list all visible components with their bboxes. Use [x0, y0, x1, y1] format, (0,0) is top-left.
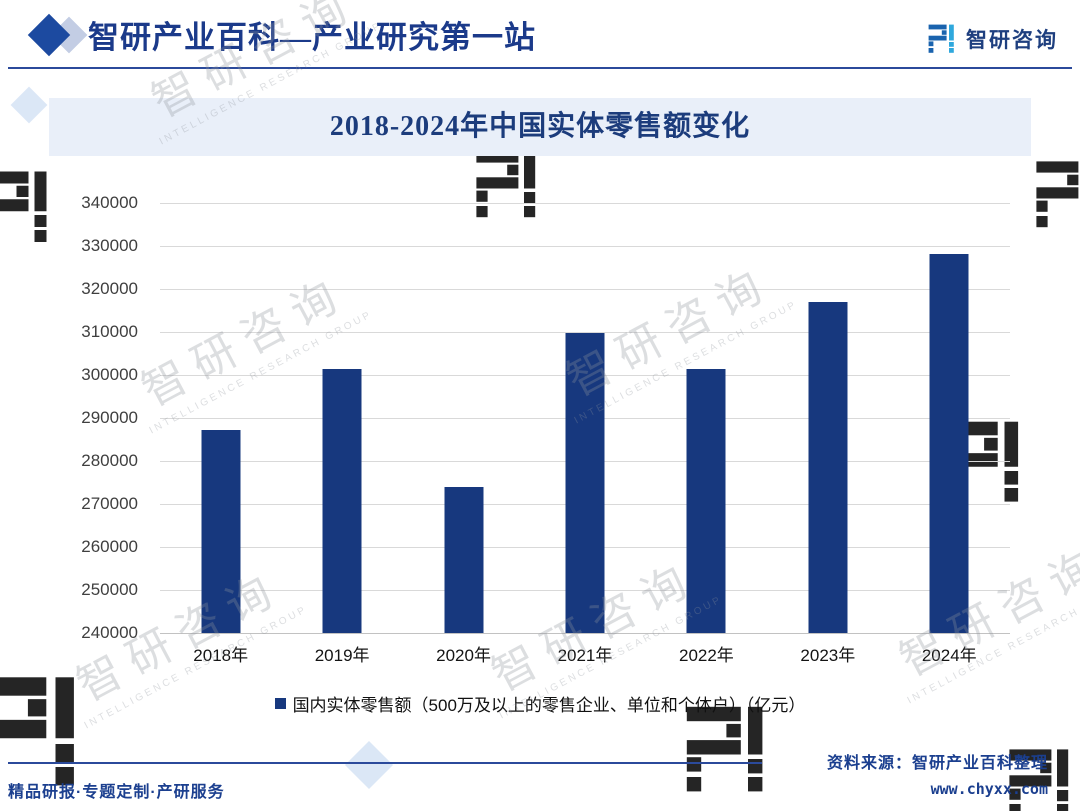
y-tick-label: 240000: [81, 623, 138, 642]
y-tick-label: 310000: [81, 322, 138, 341]
brand-diamond-icon: [27, 13, 96, 58]
y-tick-label: 300000: [81, 365, 138, 384]
x-tick-label: 2023年: [800, 646, 856, 665]
x-tick-label: 2020年: [436, 646, 491, 665]
brand-title: 智研产业百科—产业研究第一站: [88, 20, 536, 55]
footer-rule: [8, 762, 762, 764]
zhiyan-logo-icon: [928, 24, 954, 53]
bar-2023年: [808, 302, 848, 633]
bar-slot: [767, 203, 888, 633]
watermark-diamond: [10, 86, 48, 124]
gridline: [160, 246, 1010, 247]
legend-marker: [274, 698, 286, 709]
legend: 国内实体零售额（500万及以上的零售企业、单位和个体户）（亿元）: [0, 691, 1080, 716]
watermark-logo-icon: [685, 705, 775, 795]
x-axis-labels: 2018年 2019年 2020年 2021年 2022年 2023年 2024年: [160, 641, 1010, 666]
bar-2020年: [444, 487, 484, 633]
bar-2024年: [929, 254, 969, 633]
y-tick-label: 280000: [81, 451, 138, 470]
x-tick-label: 2018年: [193, 646, 249, 665]
y-tick-label: 320000: [81, 279, 138, 298]
watermark-logo-icon: [1035, 160, 1080, 230]
bar-2018年: [201, 429, 241, 633]
legend-label: 国内实体零售额（500万及以上的零售企业、单位和个体户）（亿元）: [292, 696, 806, 715]
bar-slot: [889, 203, 1010, 633]
services-tagline: 精品研报·专题定制·产研服务: [8, 784, 225, 801]
bar-2021年: [565, 333, 605, 633]
y-tick-label: 290000: [81, 408, 138, 427]
x-tick-label: 2024年: [921, 646, 977, 665]
data-source: 资料来源：智研产业百科整理: [826, 755, 1048, 772]
corner-logo: 智研咨询: [928, 24, 1058, 54]
bar-slot: [646, 203, 767, 633]
watermark-logo-icon: [0, 170, 57, 245]
gridline: [160, 203, 1010, 204]
y-tick-label: 270000: [81, 494, 138, 513]
y-tick-label: 250000: [81, 580, 138, 599]
bar-2022年: [686, 369, 726, 633]
x-tick-label: 2022年: [678, 646, 734, 665]
plot-area: [160, 203, 1010, 634]
bar-slot: [281, 203, 402, 633]
gridline: [160, 289, 1010, 290]
bar-slot: [160, 203, 281, 633]
x-tick-label: 2019年: [314, 646, 370, 665]
chart-title: 2018-2024年中国实体零售额变化: [329, 111, 751, 142]
corner-logo-text: 智研咨询: [966, 29, 1058, 52]
website-link[interactable]: www.chyxx.com: [930, 780, 1048, 798]
bars: [160, 203, 1010, 633]
bar-slot: [403, 203, 524, 633]
y-axis-labels: 340000 330000 320000 310000 300000 290000 2800…: [50, 193, 138, 642]
watermark-diamond: [344, 740, 394, 790]
gridline: [160, 332, 1010, 333]
header-rule: [8, 67, 1072, 69]
bar-slot: [524, 203, 645, 633]
y-tick-label: 260000: [81, 537, 138, 556]
chart-title-banner: 2018-2024年中国实体零售额变化: [49, 98, 1031, 156]
y-tick-label: 330000: [81, 236, 138, 255]
bar-2019年: [322, 368, 362, 633]
y-tick-label: 340000: [81, 193, 138, 212]
x-tick-label: 2021年: [557, 646, 613, 665]
